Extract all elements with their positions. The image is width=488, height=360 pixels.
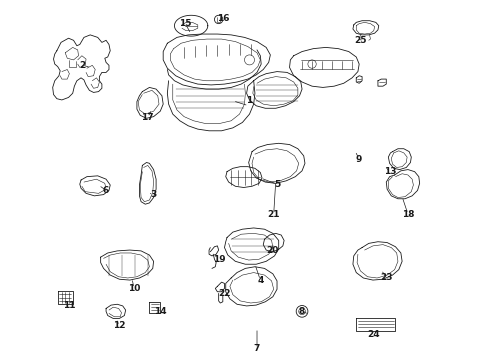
- Text: 21: 21: [267, 210, 279, 219]
- Text: 9: 9: [355, 155, 362, 164]
- Text: 14: 14: [154, 307, 166, 316]
- Text: 13: 13: [384, 167, 396, 176]
- Text: 3: 3: [150, 190, 156, 199]
- Text: 19: 19: [213, 255, 225, 264]
- Text: 4: 4: [257, 275, 263, 284]
- Text: 25: 25: [353, 36, 366, 45]
- Text: 1: 1: [245, 96, 251, 105]
- Text: 15: 15: [179, 19, 191, 28]
- Text: 2: 2: [80, 61, 86, 70]
- Text: 10: 10: [127, 284, 140, 293]
- Text: 12: 12: [113, 321, 125, 330]
- Text: 7: 7: [253, 345, 260, 354]
- Text: 16: 16: [216, 14, 228, 23]
- Text: 20: 20: [266, 246, 279, 255]
- Text: 22: 22: [218, 289, 230, 298]
- Text: 24: 24: [366, 330, 379, 339]
- Text: 23: 23: [379, 274, 392, 283]
- Text: 6: 6: [102, 186, 109, 195]
- Text: 17: 17: [141, 113, 154, 122]
- Text: 18: 18: [401, 210, 413, 219]
- Text: 5: 5: [273, 180, 280, 189]
- Text: 8: 8: [298, 307, 305, 316]
- Text: 11: 11: [63, 301, 76, 310]
